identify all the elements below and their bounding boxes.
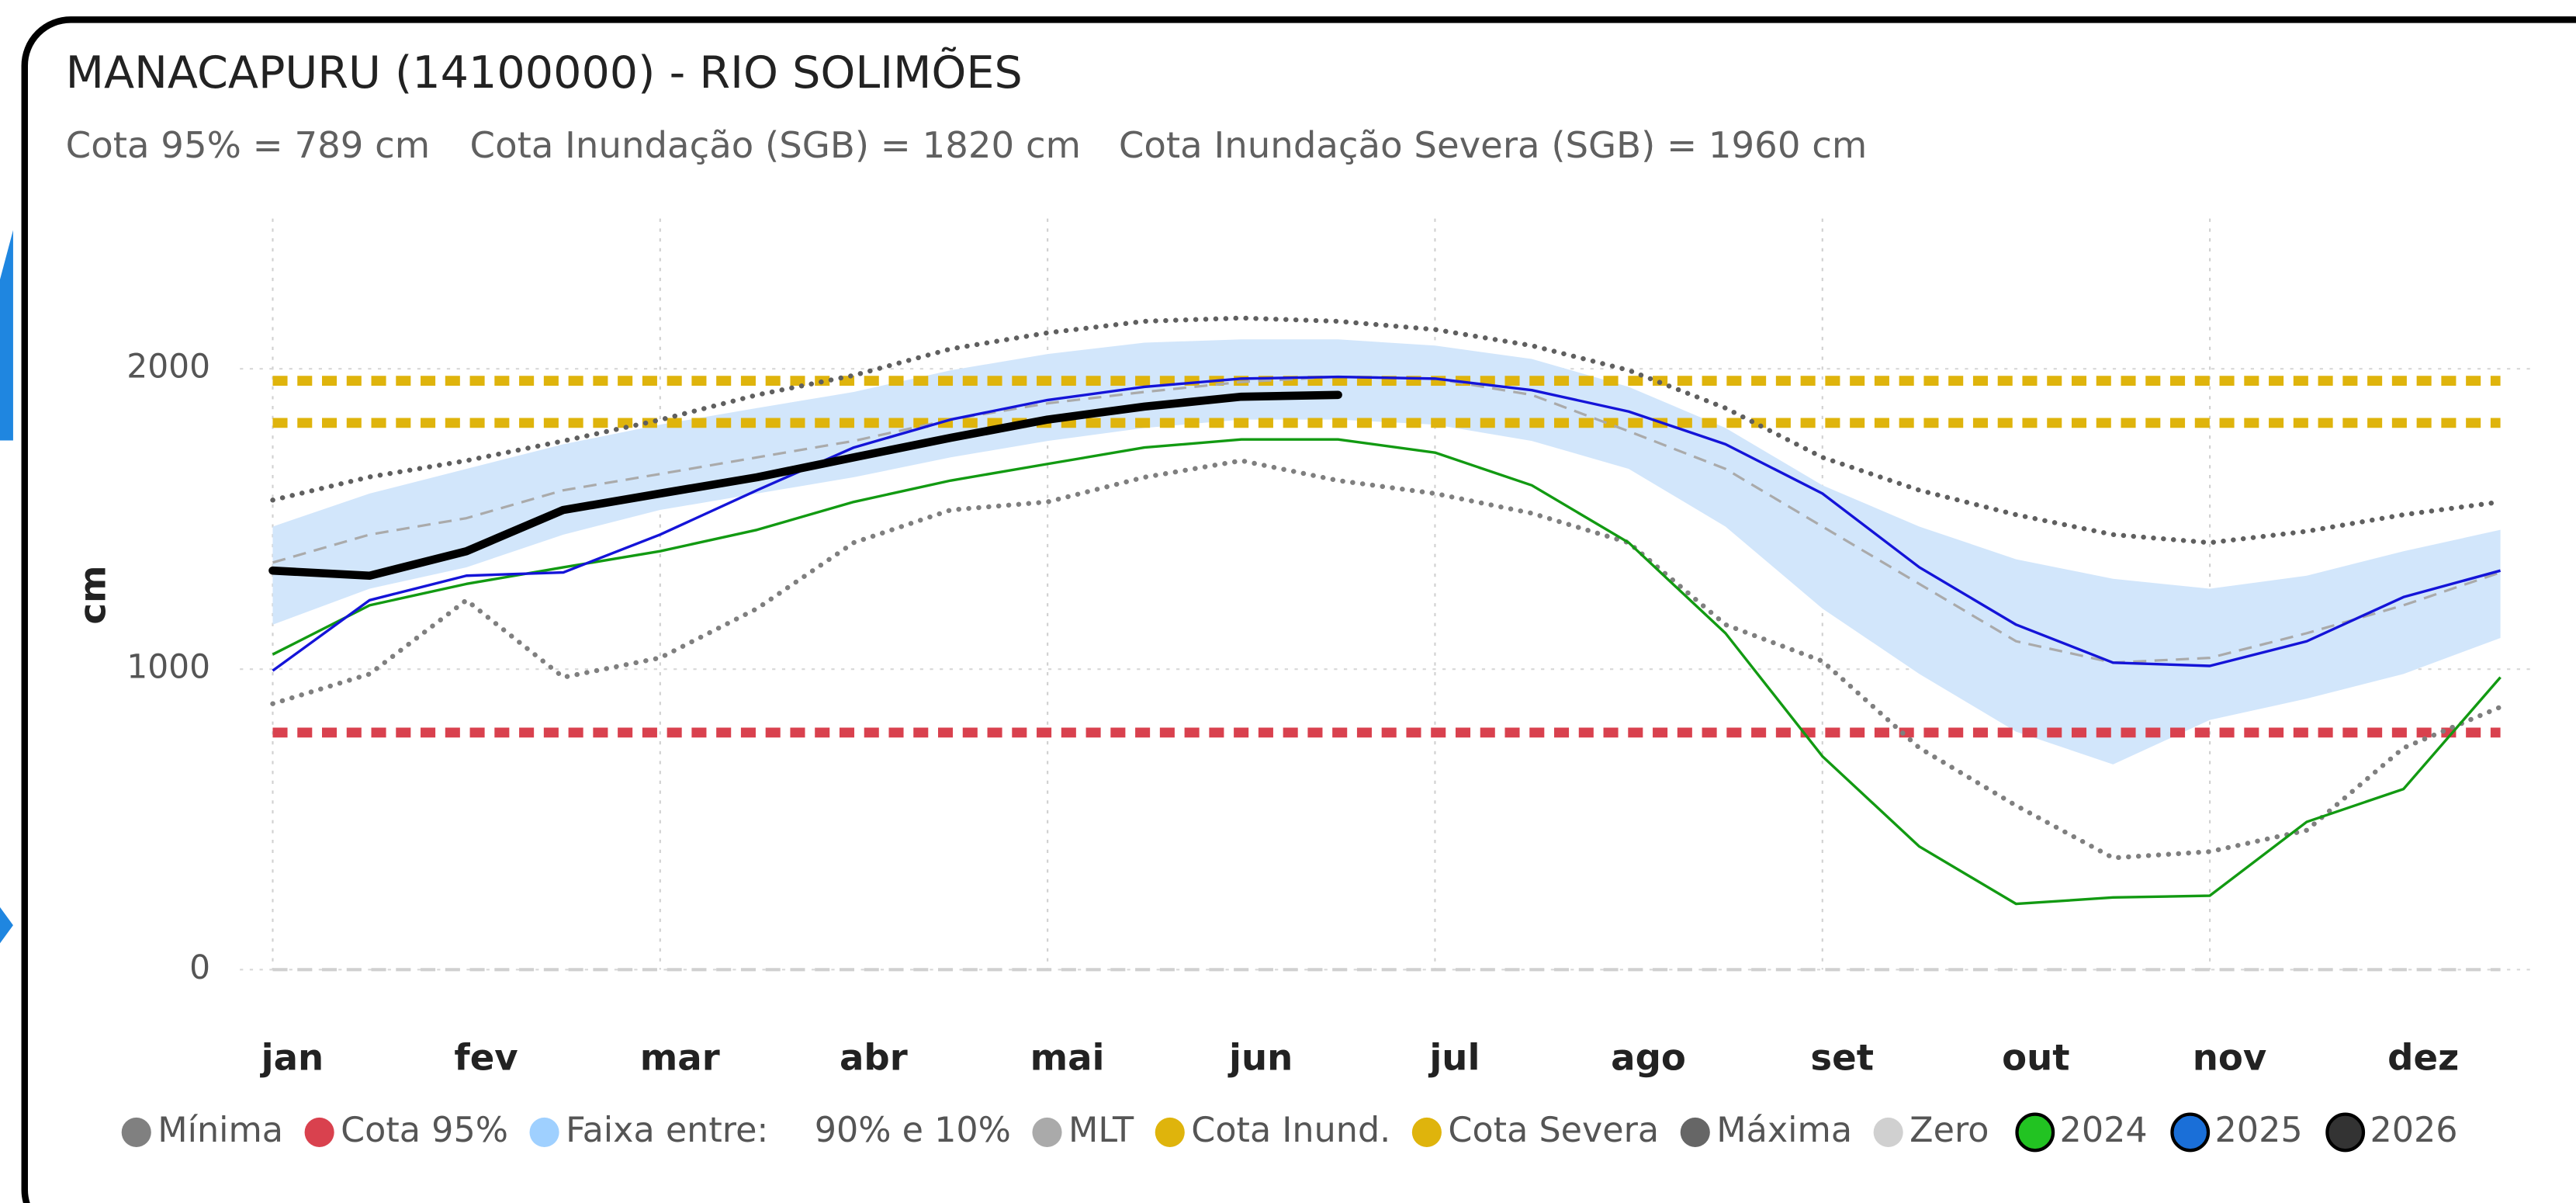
legend-label: Zero <box>1909 1111 1989 1150</box>
legend-marker <box>1411 1117 1442 1148</box>
legend-marker <box>121 1117 151 1148</box>
legend: Mínima Cota 95% Faixa entre: 90% e 10% MLT Co… <box>121 1111 2458 1153</box>
legend-marker <box>1032 1117 1062 1148</box>
series-line <box>268 390 1342 581</box>
y-axis-label: cm <box>71 565 113 624</box>
legend-label: MLT <box>1068 1111 1134 1150</box>
frame <box>21 16 2576 1203</box>
legend-label: 2024 <box>2060 1111 2148 1150</box>
y-tick-label: 0 <box>189 948 210 986</box>
x-tick-label: set <box>1810 1036 1874 1078</box>
x-tick-label: ago <box>1611 1036 1686 1078</box>
x-tick-label: nov <box>2193 1036 2267 1078</box>
edge-arrow <box>0 907 13 944</box>
legend-marker <box>1155 1117 1185 1148</box>
legend-marker <box>1680 1117 1710 1148</box>
legend-label: Máxima <box>1716 1111 1852 1150</box>
legend-marker <box>2015 1112 2055 1153</box>
chart-title: MANACAPURU (14100000) - RIO SOLIMÕES <box>66 46 1023 99</box>
x-tick-label: out <box>2002 1036 2069 1078</box>
legend-label: 90% e 10% <box>815 1111 1011 1150</box>
x-tick-label: jul <box>1428 1036 1480 1078</box>
y-tick-label: 1000 <box>126 648 210 686</box>
legend-marker <box>304 1117 334 1148</box>
series-line <box>270 458 2503 861</box>
x-tick-label: abr <box>840 1036 908 1078</box>
edge-arrow <box>0 230 13 441</box>
series-line <box>272 375 2502 672</box>
legend-label: Mínima <box>158 1111 283 1150</box>
legend-label: 2026 <box>2370 1111 2457 1150</box>
x-tick-label: jun <box>1227 1036 1293 1078</box>
legend-label: Cota 95% <box>341 1111 508 1150</box>
x-tick-label: mai <box>1030 1036 1105 1078</box>
legend-marker <box>1873 1117 1903 1148</box>
legend-marker <box>529 1117 559 1148</box>
band-area <box>272 339 2501 764</box>
subtitle: Cota Inundação (SGB) = 1820 cm <box>470 124 1081 166</box>
subtitle: Cota 95% = 789 cm <box>66 124 430 166</box>
x-tick-label: dez <box>2387 1036 2459 1078</box>
legend-label: Faixa entre: <box>566 1111 768 1150</box>
series-line <box>272 438 2502 906</box>
plot-area: jan fev mar abr mai jun jul ago set out nov dez 0 100… <box>126 218 2530 1078</box>
legend-label: Cota Inund. <box>1191 1111 1390 1150</box>
series-line <box>270 315 2503 546</box>
legend-label: 2025 <box>2215 1111 2303 1150</box>
x-tick-label: jan <box>260 1036 324 1078</box>
x-tick-label: mar <box>640 1036 720 1078</box>
legend-label: Cota Severa <box>1448 1111 1659 1150</box>
legend-marker <box>2325 1112 2366 1153</box>
x-tick-label: fev <box>454 1036 518 1078</box>
subtitle: Cota Inundação Severa (SGB) = 1960 cm <box>1119 124 1867 166</box>
legend-marker <box>2170 1112 2211 1153</box>
y-tick-label: 2000 <box>126 348 210 386</box>
